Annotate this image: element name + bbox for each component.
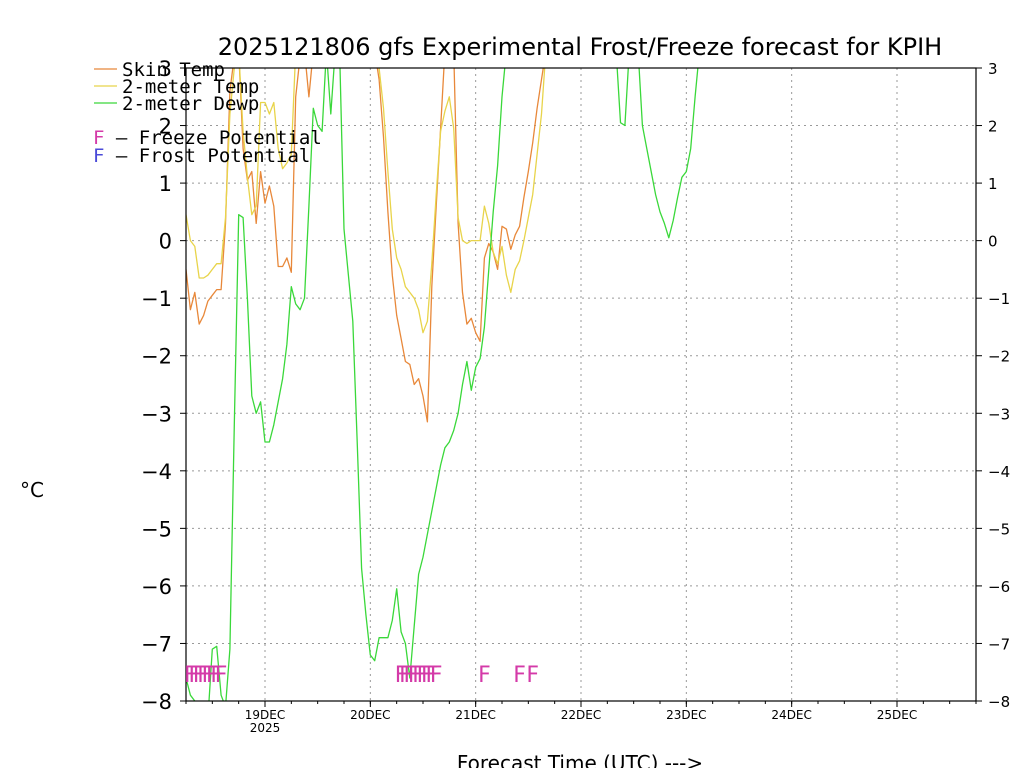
freeze-potential-mark: F <box>197 663 210 688</box>
freeze-potential-mark: F <box>417 663 430 688</box>
freeze-potential-mark: F <box>408 663 421 688</box>
x-tick-sublabel: 2025 <box>250 721 281 735</box>
freeze-potential-mark: F <box>395 663 408 688</box>
series-line-skin-temp <box>186 68 544 423</box>
freeze-potential-mark: F <box>430 663 443 688</box>
y-tick-label-right: −1 <box>988 290 1010 308</box>
freeze-potential-mark: F <box>202 663 215 688</box>
y-tick-label: −8 <box>141 690 172 714</box>
series-line-2-meter-dewp <box>186 68 699 701</box>
y-tick-label: −1 <box>141 287 172 311</box>
series-group <box>186 68 699 701</box>
x-tick-label: 24DEC <box>771 708 811 722</box>
legend-label: 2-meter Temp <box>122 76 259 98</box>
freeze-potential-mark: F <box>478 663 491 688</box>
y-tick-label-right: −3 <box>988 405 1010 423</box>
freeze-potential-mark: F <box>425 663 438 688</box>
y-tick-label-right: 2 <box>988 118 998 136</box>
potential-legend-item: F – Freeze Potential <box>93 127 322 149</box>
potential-legend-item: F – Frost Potential <box>93 145 310 167</box>
potential-legend-text: – Frost Potential <box>104 145 310 167</box>
x-tick-label: 22DEC <box>561 708 601 722</box>
y-tick-label: −2 <box>141 345 172 369</box>
potential-legend-marker: F <box>93 145 104 167</box>
potential-legend-marker: F <box>93 127 104 149</box>
y-tick-label-right: −5 <box>988 520 1010 538</box>
freeze-potential-mark: F <box>193 663 206 688</box>
y-tick-label: 0 <box>159 230 172 254</box>
y-tick-label-right: 3 <box>988 60 998 78</box>
y-tick-label: −4 <box>141 460 172 484</box>
freeze-potential-mark: F <box>399 663 412 688</box>
y-tick-label: 2 <box>159 115 172 139</box>
y-tick-label: −3 <box>141 402 172 426</box>
freeze-potential-mark: F <box>206 663 219 688</box>
freeze-potential-mark: F <box>421 663 434 688</box>
x-tick-label: 23DEC <box>666 708 706 722</box>
y-tick-label: −6 <box>141 575 172 599</box>
x-tick-label: 21DEC <box>455 708 495 722</box>
y-tick-label-right: −7 <box>988 635 1010 653</box>
y-tick-label: −5 <box>141 517 172 541</box>
y-tick-label-right: −6 <box>988 578 1010 596</box>
y-tick-label: 1 <box>159 172 172 196</box>
freeze-potential-mark: F <box>215 663 228 688</box>
freeze-potential-mark: F <box>526 663 539 688</box>
y-tick-label-right: −4 <box>988 463 1010 481</box>
freeze-potential-mark: F <box>513 663 526 688</box>
y-tick-label: 3 <box>159 57 172 81</box>
legend-label: Skin Temp <box>122 59 225 81</box>
freeze-potential-mark: F <box>184 663 197 688</box>
potential-legend-text: – Freeze Potential <box>104 127 321 149</box>
freeze-potential-mark: F <box>188 663 201 688</box>
legend-label: 2-meter Dewp <box>122 93 259 115</box>
series-line-2-meter-temp <box>186 68 546 334</box>
freeze-potential-mark: F <box>210 663 223 688</box>
x-tick-label: 19DEC <box>245 708 285 722</box>
y-tick-label: −7 <box>141 632 172 656</box>
freeze-potential-mark: F <box>404 663 417 688</box>
axes: −8 −8 −7 −7 −6 −6 −5 −5 −4 −4 −3 −3 −2 −2 −1 −1 0 0 1 1 2 2 3 3… <box>141 57 1010 735</box>
x-axis-label: Forecast Time (UTC) ---> <box>457 751 703 768</box>
x-tick-label: 20DEC <box>350 708 390 722</box>
y-tick-label-right: 0 <box>988 233 998 251</box>
y-axis-label: °C <box>20 478 44 502</box>
y-tick-label-right: 1 <box>988 175 998 193</box>
chart-title: 2025121806 gfs Experimental Frost/Freeze… <box>218 33 942 61</box>
y-tick-label-right: −2 <box>988 348 1010 366</box>
freeze-potential-mark: F <box>412 663 425 688</box>
x-tick-label: 25DEC <box>877 708 917 722</box>
y-tick-label-right: −8 <box>988 693 1010 711</box>
